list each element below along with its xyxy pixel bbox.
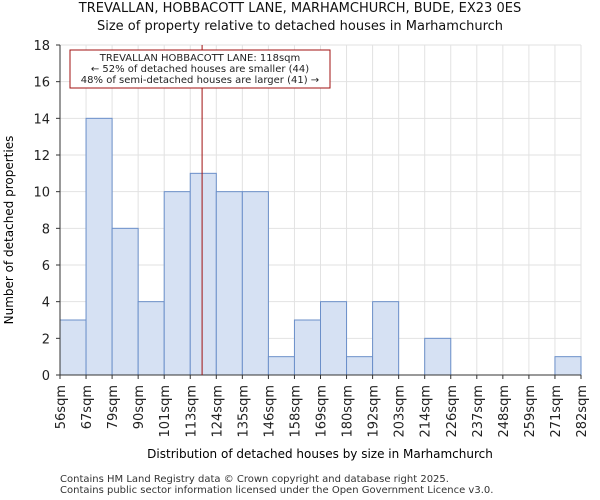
y-tick-label: 16: [33, 76, 50, 91]
annotation-line: 48% of semi-detached houses are larger (…: [81, 75, 319, 86]
chart-subtitle: Size of property relative to detached ho…: [96, 19, 504, 34]
y-tick-label: 18: [33, 39, 50, 54]
x-tick-label: 67sqm: [80, 385, 95, 429]
x-tick-label: 248sqm: [497, 385, 512, 438]
y-tick-label: 12: [33, 149, 50, 164]
histogram-bar: [189, 172, 217, 376]
footer-copyright: Contains HM Land Registry data © Crown c…: [60, 474, 449, 485]
x-tick-label: 146sqm: [262, 385, 277, 438]
x-tick-label: 180sqm: [341, 385, 356, 438]
x-tick-label: 214sqm: [419, 385, 434, 438]
x-tick-label: 158sqm: [288, 385, 303, 438]
histogram-bar: [372, 301, 400, 376]
annotation-line: TREVALLAN HOBBACOTT LANE: 118sqm: [99, 53, 301, 64]
property-marker: TREVALLAN HOBBACOTT LANE: 118sqm← 52% of…: [69, 45, 331, 375]
footer-licence: Contains public sector information licen…: [60, 485, 494, 496]
x-tick-label: 259sqm: [523, 385, 538, 438]
histogram-bar: [85, 117, 113, 376]
histogram-bar: [163, 191, 191, 376]
y-tick-label: 8: [42, 222, 50, 237]
x-tick-label: 169sqm: [315, 385, 330, 438]
histogram-bar: [424, 337, 452, 376]
histogram-bar: [554, 356, 582, 376]
histogram-bar: [241, 191, 269, 376]
x-tick-label: 113sqm: [184, 385, 199, 438]
x-tick-label: 101sqm: [158, 385, 173, 438]
x-tick-label: 237sqm: [471, 385, 486, 438]
x-tick-label: 226sqm: [445, 385, 460, 438]
axes: 0 2 4 6 8 10 12 14 16 18 56sqm 67sqm 79sqm 90sqm 101sq…: [33, 39, 590, 438]
x-tick-label: 124sqm: [210, 385, 225, 438]
histogram-bar: [346, 356, 374, 376]
x-tick-label: 203sqm: [393, 385, 408, 438]
x-tick-label: 282sqm: [575, 385, 590, 438]
histogram-bar: [59, 319, 87, 376]
y-axis-label: Number of detached properties: [2, 136, 16, 325]
y-tick-label: 6: [42, 259, 50, 274]
histogram-bar: [320, 301, 348, 376]
x-tick-label: 79sqm: [106, 385, 121, 429]
y-tick-label: 14: [33, 112, 50, 127]
y-tick-label: 4: [42, 296, 50, 311]
x-axis-label: Distribution of detached houses by size …: [147, 447, 493, 461]
histogram-bar: [293, 319, 322, 376]
x-tick-label: 192sqm: [367, 385, 382, 438]
x-tick-label: 135sqm: [236, 385, 251, 438]
x-tick-label: 56sqm: [54, 385, 69, 429]
x-tick-label: 90sqm: [132, 385, 147, 429]
annotation-line: ← 52% of detached houses are smaller (44…: [91, 64, 309, 75]
y-tick-label: 2: [42, 332, 50, 347]
y-tick-label: 10: [33, 186, 50, 201]
x-tick-label: 271sqm: [549, 385, 564, 438]
histogram-bar: [137, 301, 165, 376]
y-tick-label: 0: [42, 369, 50, 384]
chart-title: TREVALLAN, HOBBACOTT LANE, MARHAMCHURCH,…: [78, 1, 522, 16]
histogram-bar: [215, 191, 243, 376]
histogram-bar: [267, 356, 295, 376]
annotation-box: [69, 49, 331, 89]
histogram-bar: [111, 227, 139, 376]
